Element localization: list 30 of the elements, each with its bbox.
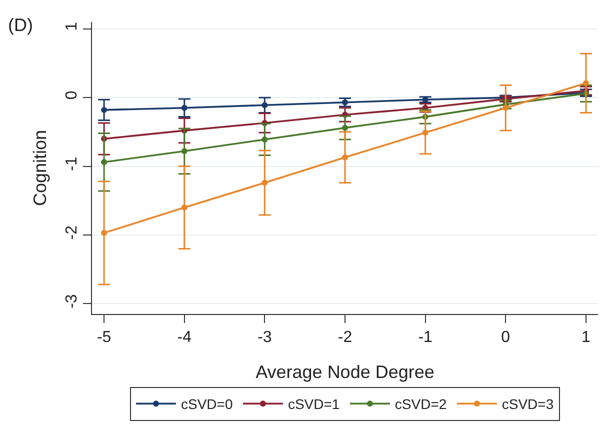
point bbox=[101, 230, 108, 236]
x-tick-label: -1 bbox=[418, 329, 433, 346]
y-tick-label: -1 bbox=[64, 156, 81, 171]
point bbox=[101, 159, 108, 166]
y-tick-label: 0 bbox=[64, 90, 81, 100]
point bbox=[262, 180, 268, 186]
legend-label: cSVD=2 bbox=[394, 396, 447, 412]
chart-title: (D) bbox=[8, 15, 33, 35]
x-tick-label: 0 bbox=[501, 329, 510, 346]
x-axis-title: Average Node Degree bbox=[256, 362, 434, 382]
x-tick-label: -4 bbox=[177, 329, 192, 346]
x-tick-label: 1 bbox=[581, 329, 590, 346]
y-tick-label: -3 bbox=[64, 294, 81, 308]
point bbox=[502, 104, 509, 111]
point bbox=[342, 154, 348, 160]
x-tick-label: -5 bbox=[96, 329, 112, 346]
legend-label: cSVD=3 bbox=[502, 396, 554, 412]
point bbox=[422, 130, 428, 136]
x-tick-label: -2 bbox=[338, 329, 352, 346]
y-tick-label: -2 bbox=[64, 225, 81, 240]
point bbox=[181, 148, 188, 154]
legend-label: cSVD=1 bbox=[288, 396, 340, 412]
y-axis-title: Cognition bbox=[30, 130, 50, 206]
y-tick-label: 1 bbox=[64, 22, 81, 31]
point bbox=[582, 80, 589, 86]
point bbox=[181, 204, 188, 211]
legend-label: cSVD=0 bbox=[181, 396, 233, 412]
point bbox=[262, 136, 268, 142]
point bbox=[342, 124, 348, 131]
x-tick-label: -3 bbox=[258, 329, 272, 346]
